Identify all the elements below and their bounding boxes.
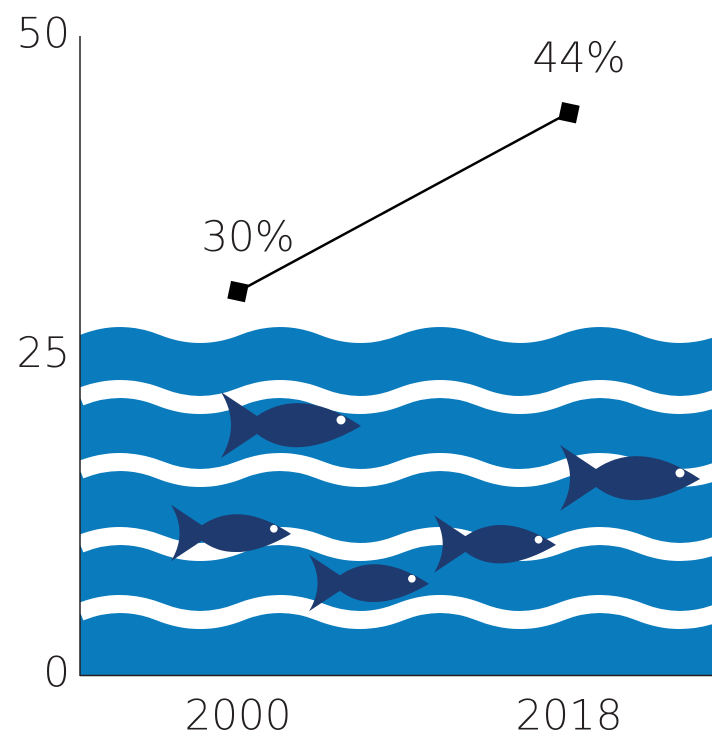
point-marker bbox=[558, 102, 580, 124]
point-marker bbox=[227, 280, 249, 303]
water-decoration bbox=[76, 327, 712, 675]
y-tick-label: 50 bbox=[17, 9, 70, 58]
line bbox=[237, 111, 570, 293]
x-tick-label: 2018 bbox=[516, 691, 623, 740]
data-label: 44% bbox=[532, 33, 625, 82]
x-tick-label: 2000 bbox=[185, 691, 292, 740]
data-label: 30% bbox=[201, 212, 294, 261]
y-tick-label: 25 bbox=[17, 328, 70, 377]
y-tick-label: 0 bbox=[43, 648, 70, 697]
